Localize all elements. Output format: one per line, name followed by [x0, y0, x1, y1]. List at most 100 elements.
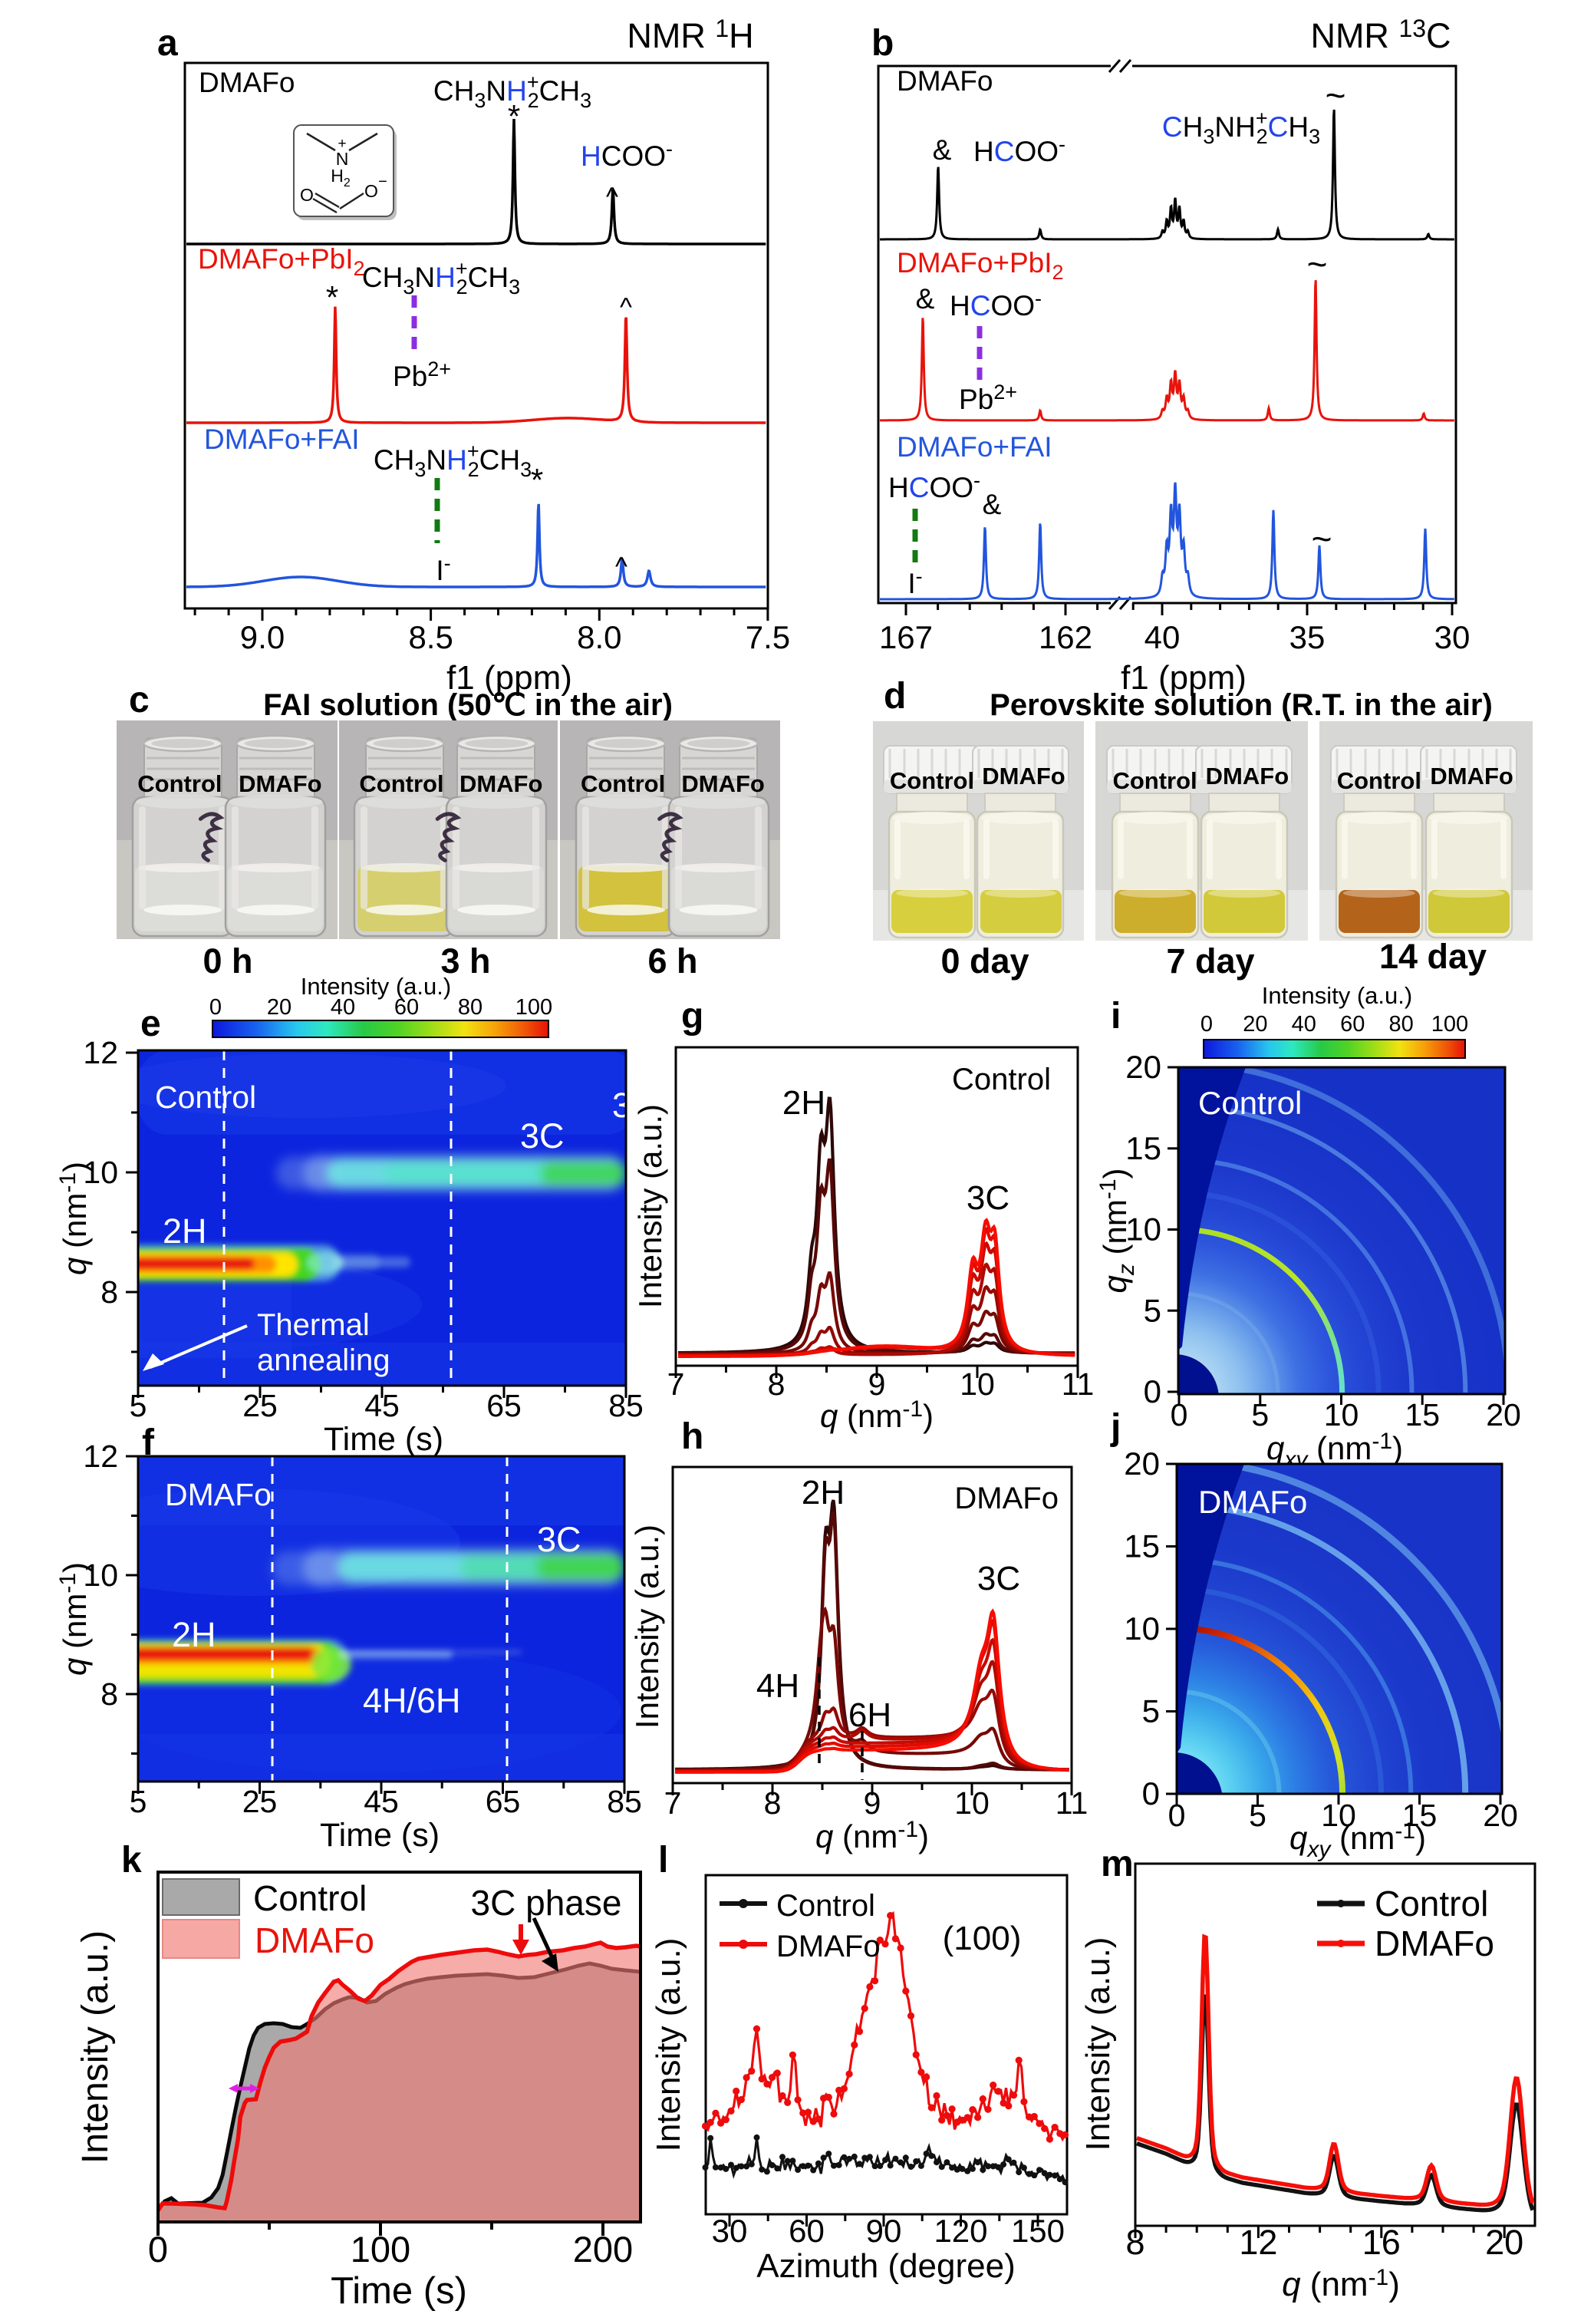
- svg-text:5: 5: [130, 1388, 147, 1423]
- svg-text:Control: Control: [776, 1889, 875, 1923]
- svg-text:60: 60: [789, 2213, 825, 2249]
- svg-text:60: 60: [394, 995, 419, 1020]
- svg-text:7.5: 7.5: [746, 619, 790, 655]
- svg-text:~: ~: [1312, 519, 1332, 559]
- svg-text:15: 15: [1124, 1528, 1160, 1564]
- svg-text:200: 200: [573, 2229, 633, 2270]
- svg-text:Control: Control: [1112, 767, 1197, 794]
- svg-text:65: 65: [486, 1388, 522, 1423]
- svg-text:35: 35: [1289, 619, 1326, 655]
- svg-text:100: 100: [351, 2229, 410, 2270]
- svg-text:Control: Control: [1375, 1884, 1488, 1923]
- svg-text:k: k: [121, 1840, 142, 1881]
- svg-text:40: 40: [1144, 619, 1181, 655]
- svg-text:3C: 3C: [520, 1116, 565, 1155]
- svg-text:10: 10: [83, 1155, 118, 1190]
- svg-text:Intensity (a.u.): Intensity (a.u.): [650, 1938, 687, 2152]
- svg-text:DMAFo: DMAFo: [1198, 1484, 1307, 1520]
- svg-text:Control: Control: [137, 770, 222, 797]
- svg-text:e: e: [140, 1004, 161, 1044]
- svg-text:0: 0: [148, 2229, 168, 2270]
- svg-text:16: 16: [1362, 2223, 1401, 2262]
- svg-text:15: 15: [1125, 1130, 1161, 1166]
- svg-text:DMAFo+FAI: DMAFo+FAI: [897, 431, 1052, 463]
- svg-text:Thermal: Thermal: [257, 1308, 370, 1342]
- svg-text:DMAFo: DMAFo: [165, 1477, 272, 1512]
- svg-text:*: *: [531, 462, 543, 498]
- svg-text:DMAFo: DMAFo: [255, 1920, 374, 1960]
- svg-text:162: 162: [1039, 619, 1092, 655]
- svg-text:7: 7: [667, 1366, 685, 1402]
- svg-text:HCOO-: HCOO-: [581, 137, 673, 172]
- svg-text:0: 0: [1200, 1012, 1213, 1037]
- svg-text:2H: 2H: [782, 1084, 825, 1122]
- svg-text:3C: 3C: [977, 1560, 1020, 1597]
- svg-text:5: 5: [1144, 1292, 1161, 1328]
- svg-text:&: &: [933, 134, 952, 166]
- svg-text:20: 20: [1485, 2223, 1523, 2262]
- svg-text:20: 20: [1125, 1049, 1161, 1085]
- svg-text:20: 20: [1486, 1397, 1521, 1432]
- svg-text:15: 15: [1405, 1397, 1440, 1432]
- svg-text:Perovskite solution (R.T. in t: Perovskite solution (R.T. in the air): [990, 688, 1493, 722]
- svg-text:qz (nm-1): qz (nm-1): [1095, 1168, 1139, 1293]
- svg-text:8: 8: [100, 1676, 118, 1712]
- svg-text:f1 (ppm): f1 (ppm): [446, 659, 572, 697]
- svg-text:+: +: [338, 136, 346, 152]
- svg-text:150: 150: [1011, 2213, 1065, 2249]
- svg-text:80: 80: [1388, 1012, 1413, 1037]
- svg-text:Intensity (a.u.): Intensity (a.u.): [75, 1930, 116, 2164]
- svg-text:Control: Control: [952, 1063, 1051, 1096]
- svg-text:b: b: [871, 23, 894, 64]
- svg-text:4H/6H: 4H/6H: [363, 1681, 461, 1720]
- svg-text:j: j: [1110, 1407, 1121, 1448]
- svg-text:10: 10: [1124, 1610, 1160, 1647]
- svg-text:a: a: [157, 23, 178, 64]
- svg-text:60: 60: [1340, 1012, 1365, 1037]
- svg-text:HCOO-: HCOO-: [973, 133, 1065, 167]
- svg-text:Time (s): Time (s): [320, 1817, 440, 1854]
- svg-text:(100): (100): [943, 1920, 1022, 1957]
- svg-text:0: 0: [1144, 1373, 1161, 1409]
- svg-text:2H: 2H: [172, 1615, 216, 1654]
- svg-text:9: 9: [868, 1366, 886, 1402]
- svg-text:O: O: [364, 181, 378, 201]
- svg-text:5: 5: [130, 1784, 147, 1819]
- svg-text:10: 10: [954, 1785, 990, 1821]
- svg-text:*: *: [508, 98, 520, 134]
- svg-text:90: 90: [866, 2213, 902, 2249]
- svg-text:DMAFo: DMAFo: [954, 1482, 1059, 1515]
- svg-text:167: 167: [879, 619, 933, 655]
- svg-text:9: 9: [864, 1785, 881, 1821]
- svg-text:qxy (nm-1): qxy (nm-1): [1289, 1818, 1426, 1862]
- svg-text:CH3NH+2CH3: CH3NH+ 2CH3: [362, 257, 520, 298]
- svg-text:qxy (nm-1): qxy (nm-1): [1266, 1429, 1403, 1472]
- svg-text:Control: Control: [890, 767, 974, 794]
- svg-text:8: 8: [100, 1274, 118, 1310]
- svg-text:45: 45: [364, 1388, 400, 1423]
- svg-text:8: 8: [1125, 2223, 1144, 2262]
- svg-text:5: 5: [1251, 1397, 1269, 1432]
- svg-text:DMAFo+PbI2: DMAFo+PbI2: [897, 247, 1064, 284]
- svg-text:DMAFo+PbI2: DMAFo+PbI2: [198, 243, 365, 280]
- svg-text:DMAFo: DMAFo: [1375, 1923, 1494, 1963]
- svg-text:m: m: [1101, 1844, 1134, 1884]
- svg-text:^: ^: [606, 183, 618, 212]
- svg-text:11: 11: [1062, 1366, 1095, 1402]
- svg-text:8: 8: [768, 1366, 786, 1402]
- svg-text:Time (s): Time (s): [324, 1421, 443, 1458]
- svg-text:&: &: [983, 489, 1002, 520]
- svg-text:4H: 4H: [756, 1667, 799, 1705]
- svg-text:DMAFo: DMAFo: [239, 770, 321, 797]
- svg-text:3C: 3C: [537, 1520, 581, 1559]
- svg-text:CH3NH+2CH3: CH3NH+ 2CH3: [433, 71, 591, 112]
- svg-text:25: 25: [242, 1784, 278, 1819]
- svg-text:DMAFo: DMAFo: [681, 770, 764, 797]
- svg-text:10: 10: [1321, 1798, 1356, 1833]
- svg-text:f1 (ppm): f1 (ppm): [1121, 659, 1247, 697]
- svg-text:2H: 2H: [163, 1211, 207, 1251]
- svg-text:N: N: [336, 149, 349, 169]
- svg-text:7: 7: [664, 1785, 682, 1821]
- svg-text:3 h: 3 h: [440, 941, 490, 981]
- svg-text:Intensity (a.u.): Intensity (a.u.): [629, 1525, 665, 1729]
